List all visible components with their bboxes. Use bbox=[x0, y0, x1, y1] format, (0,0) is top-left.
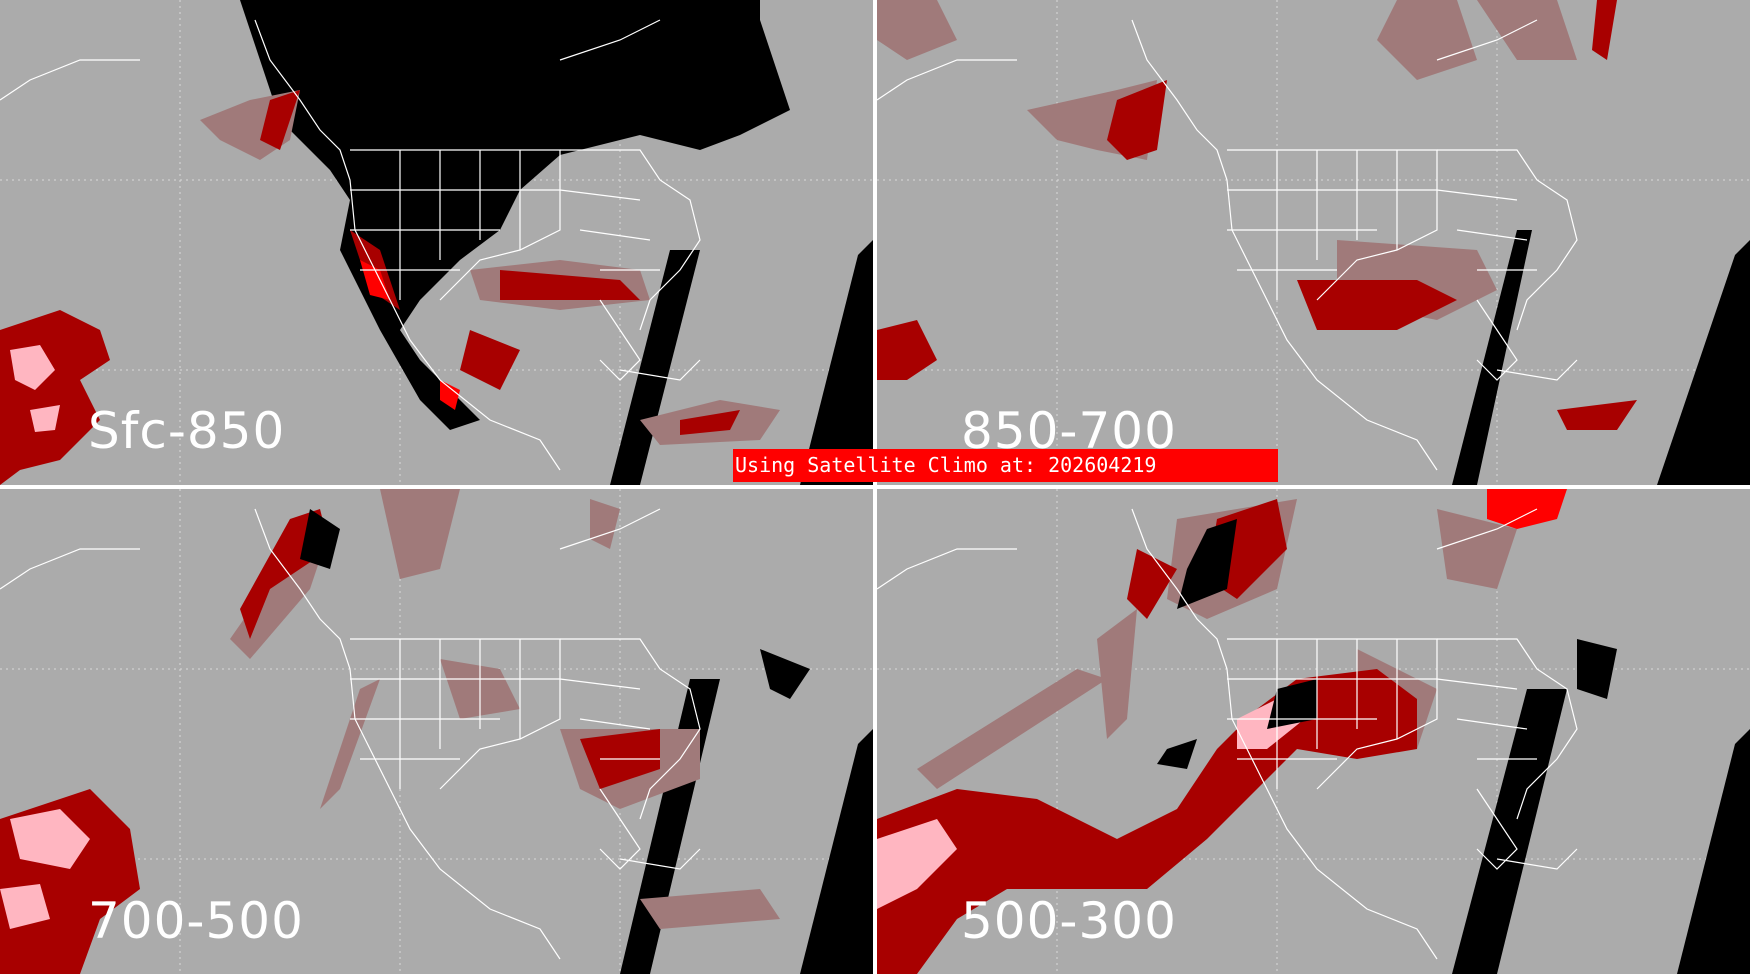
satellite-gap-swath bbox=[1452, 689, 1567, 974]
moisture-red bbox=[360, 260, 460, 410]
moisture-medium bbox=[260, 90, 740, 435]
moisture-medium bbox=[0, 509, 660, 974]
moisture-highest-west bbox=[0, 809, 90, 929]
moisture-highest-west bbox=[10, 345, 60, 432]
moisture-low bbox=[230, 489, 780, 929]
lat-lon-grid bbox=[0, 0, 873, 485]
satellite-gap-swath-east bbox=[800, 240, 873, 485]
moisture-no-data-cells bbox=[1157, 519, 1617, 769]
satellite-climo-banner: Using Satellite Climo at: 202604219 bbox=[733, 449, 1278, 482]
map-700-500 bbox=[0, 489, 873, 974]
panel-sfc-850: Sfc-850 bbox=[0, 0, 873, 485]
coastlines-and-borders bbox=[0, 508, 701, 960]
moisture-no-data-cells bbox=[300, 509, 810, 699]
layer-label: 700-500 bbox=[88, 892, 304, 950]
layer-label: 500-300 bbox=[961, 892, 1177, 950]
panel-700-500: 700-500 bbox=[0, 489, 873, 974]
layer-label: Sfc-850 bbox=[88, 402, 286, 460]
moisture-medium bbox=[877, 0, 1637, 430]
moisture-high-northeast bbox=[1487, 489, 1567, 529]
coastlines-and-borders bbox=[877, 508, 1578, 960]
satellite-gap-swath bbox=[610, 250, 700, 485]
no-data-region bbox=[240, 0, 790, 430]
panel-850-700: 850-700 bbox=[877, 0, 1750, 485]
map-500-300 bbox=[877, 489, 1750, 974]
moisture-low bbox=[200, 90, 780, 445]
layer-label: 850-700 bbox=[961, 402, 1177, 460]
panel-500-300: 500-300 bbox=[877, 489, 1750, 974]
satellite-gap-swath bbox=[1452, 230, 1532, 485]
satellite-gap-swath bbox=[620, 679, 720, 974]
lat-lon-grid bbox=[0, 489, 873, 974]
satellite-gap-swath-east bbox=[800, 729, 873, 974]
coastlines-and-borders bbox=[0, 19, 701, 471]
moisture-medium-north bbox=[1127, 499, 1287, 619]
map-850-700 bbox=[877, 0, 1750, 485]
satellite-gap-swath-east bbox=[1657, 240, 1750, 485]
moisture-medium-plume bbox=[877, 669, 1417, 974]
map-sfc-850 bbox=[0, 0, 873, 485]
coastlines-and-borders bbox=[877, 19, 1578, 471]
lat-lon-grid bbox=[877, 0, 1750, 485]
satellite-gap-swath-east bbox=[1677, 729, 1750, 974]
moisture-low bbox=[877, 0, 1577, 320]
